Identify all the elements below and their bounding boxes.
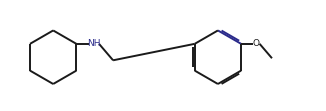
Text: NH: NH <box>87 39 101 48</box>
Text: O: O <box>253 39 260 48</box>
